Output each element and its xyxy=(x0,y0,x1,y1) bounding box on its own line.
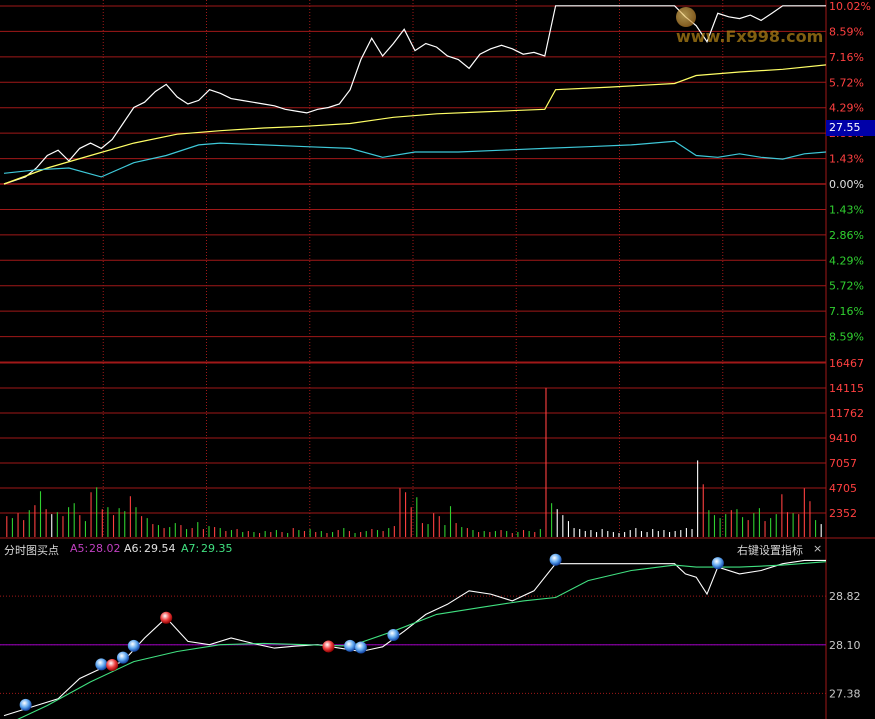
volume-axis-label: 14115 xyxy=(829,382,864,395)
indicator-close-icon[interactable]: × xyxy=(813,542,823,555)
price-axis-label: 5.72% xyxy=(829,280,864,293)
price-series-cyan xyxy=(3,140,827,178)
price-axis-label: 1.43% xyxy=(829,203,864,216)
indicator-panel xyxy=(0,553,827,719)
volume-axis-label: 9410 xyxy=(829,432,857,445)
indicator-a6-label: A6: xyxy=(124,542,143,555)
buy-mark-blue xyxy=(387,629,400,642)
buy-mark-blue xyxy=(127,639,140,652)
volume-axis-label: 2352 xyxy=(829,507,857,520)
price-axis-label: 2.86% xyxy=(829,229,864,242)
indicator-a6-value: 29.54 xyxy=(144,542,176,555)
price-series-yellow xyxy=(3,64,827,185)
buy-mark-red xyxy=(160,611,173,624)
price-axis-label: 4.29% xyxy=(829,254,864,267)
price-axis-label: 8.59% xyxy=(829,331,864,344)
buy-mark-blue xyxy=(711,557,724,570)
watermark: www.Fx998.com xyxy=(676,6,826,46)
indicator-axis-label: 28.82 xyxy=(829,590,861,603)
current-price-tag: 27.55 xyxy=(826,120,875,136)
price-axis-label: 1.43% xyxy=(829,153,864,166)
indicator-axis-label: 27.38 xyxy=(829,687,861,700)
indicator-header: 分时图买点 A5: 28.02 A6: 29.54 A7: 29.35 右键设置… xyxy=(0,539,826,557)
buy-mark-red xyxy=(106,659,119,671)
indicator-settings-button[interactable]: 右键设置指标 xyxy=(737,544,803,557)
price-axis-label: 8.59% xyxy=(829,25,864,38)
indicator-a5-label: A5: xyxy=(70,542,89,555)
price-axis-label: 7.16% xyxy=(829,305,864,318)
buy-mark-blue xyxy=(95,658,108,671)
buy-mark-blue xyxy=(549,553,562,566)
price-axis-label: 0.00% xyxy=(829,178,864,191)
indicator-series-green xyxy=(17,561,827,719)
volume-axis-label: 4705 xyxy=(829,482,857,495)
volume-panel xyxy=(6,387,822,537)
buy-mark-blue xyxy=(19,698,32,711)
indicator-a5-value: 28.02 xyxy=(89,542,121,555)
price-axis-label: 7.16% xyxy=(829,51,864,64)
price-axis-label: 4.29% xyxy=(829,102,864,115)
volume-axis-label: 11762 xyxy=(829,407,864,420)
volume-axis-label: 7057 xyxy=(829,457,857,470)
price-axis-label: 5.72% xyxy=(829,76,864,89)
buy-mark-blue xyxy=(344,639,357,652)
buy-mark-red xyxy=(322,640,335,653)
volume-axis-label: 16467 xyxy=(829,357,864,370)
indicator-a7-label: A7: xyxy=(181,542,200,555)
watermark-text: www.Fx998.com xyxy=(676,26,824,46)
indicator-axis-label: 28.10 xyxy=(829,639,861,652)
watermark-logo-icon xyxy=(676,6,696,27)
buy-mark-blue xyxy=(116,651,129,664)
axis-labels: 10.02% 8.59% 7.16% 5.72% 4.29% 2.86% 1.43% 0.00… xyxy=(829,0,871,700)
indicator-series-white xyxy=(3,559,826,717)
indicator-name[interactable]: 分时图买点 xyxy=(4,544,59,557)
buy-mark-blue xyxy=(354,641,367,654)
price-axis-label: 10.02% xyxy=(829,0,871,13)
indicator-a7-value: 29.35 xyxy=(201,542,233,555)
